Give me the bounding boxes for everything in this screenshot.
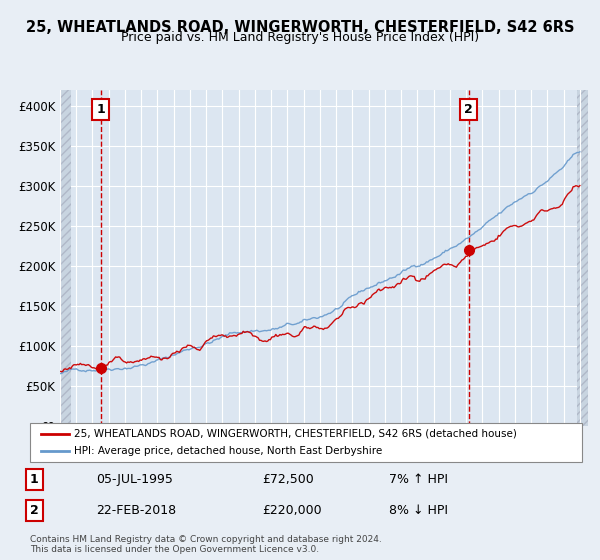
Text: 05-JUL-1995: 05-JUL-1995 xyxy=(96,473,173,486)
Text: Contains HM Land Registry data © Crown copyright and database right 2024.
This d: Contains HM Land Registry data © Crown c… xyxy=(30,535,382,554)
FancyBboxPatch shape xyxy=(30,423,582,462)
Text: 25, WHEATLANDS ROAD, WINGERWORTH, CHESTERFIELD, S42 6RS: 25, WHEATLANDS ROAD, WINGERWORTH, CHESTE… xyxy=(26,20,574,35)
Text: 1: 1 xyxy=(96,103,105,116)
Text: 2: 2 xyxy=(30,504,39,517)
Text: 25, WHEATLANDS ROAD, WINGERWORTH, CHESTERFIELD, S42 6RS (detached house): 25, WHEATLANDS ROAD, WINGERWORTH, CHESTE… xyxy=(74,429,517,439)
Text: 22-FEB-2018: 22-FEB-2018 xyxy=(96,504,176,517)
Bar xyxy=(60,90,71,426)
Text: 1: 1 xyxy=(30,473,39,486)
Text: 7% ↑ HPI: 7% ↑ HPI xyxy=(389,473,448,486)
Text: 8% ↓ HPI: 8% ↓ HPI xyxy=(389,504,448,517)
Text: HPI: Average price, detached house, North East Derbyshire: HPI: Average price, detached house, Nort… xyxy=(74,446,382,456)
Bar xyxy=(577,90,588,426)
Text: £72,500: £72,500 xyxy=(262,473,314,486)
Text: 2: 2 xyxy=(464,103,473,116)
Text: Price paid vs. HM Land Registry's House Price Index (HPI): Price paid vs. HM Land Registry's House … xyxy=(121,31,479,44)
Text: £220,000: £220,000 xyxy=(262,504,322,517)
